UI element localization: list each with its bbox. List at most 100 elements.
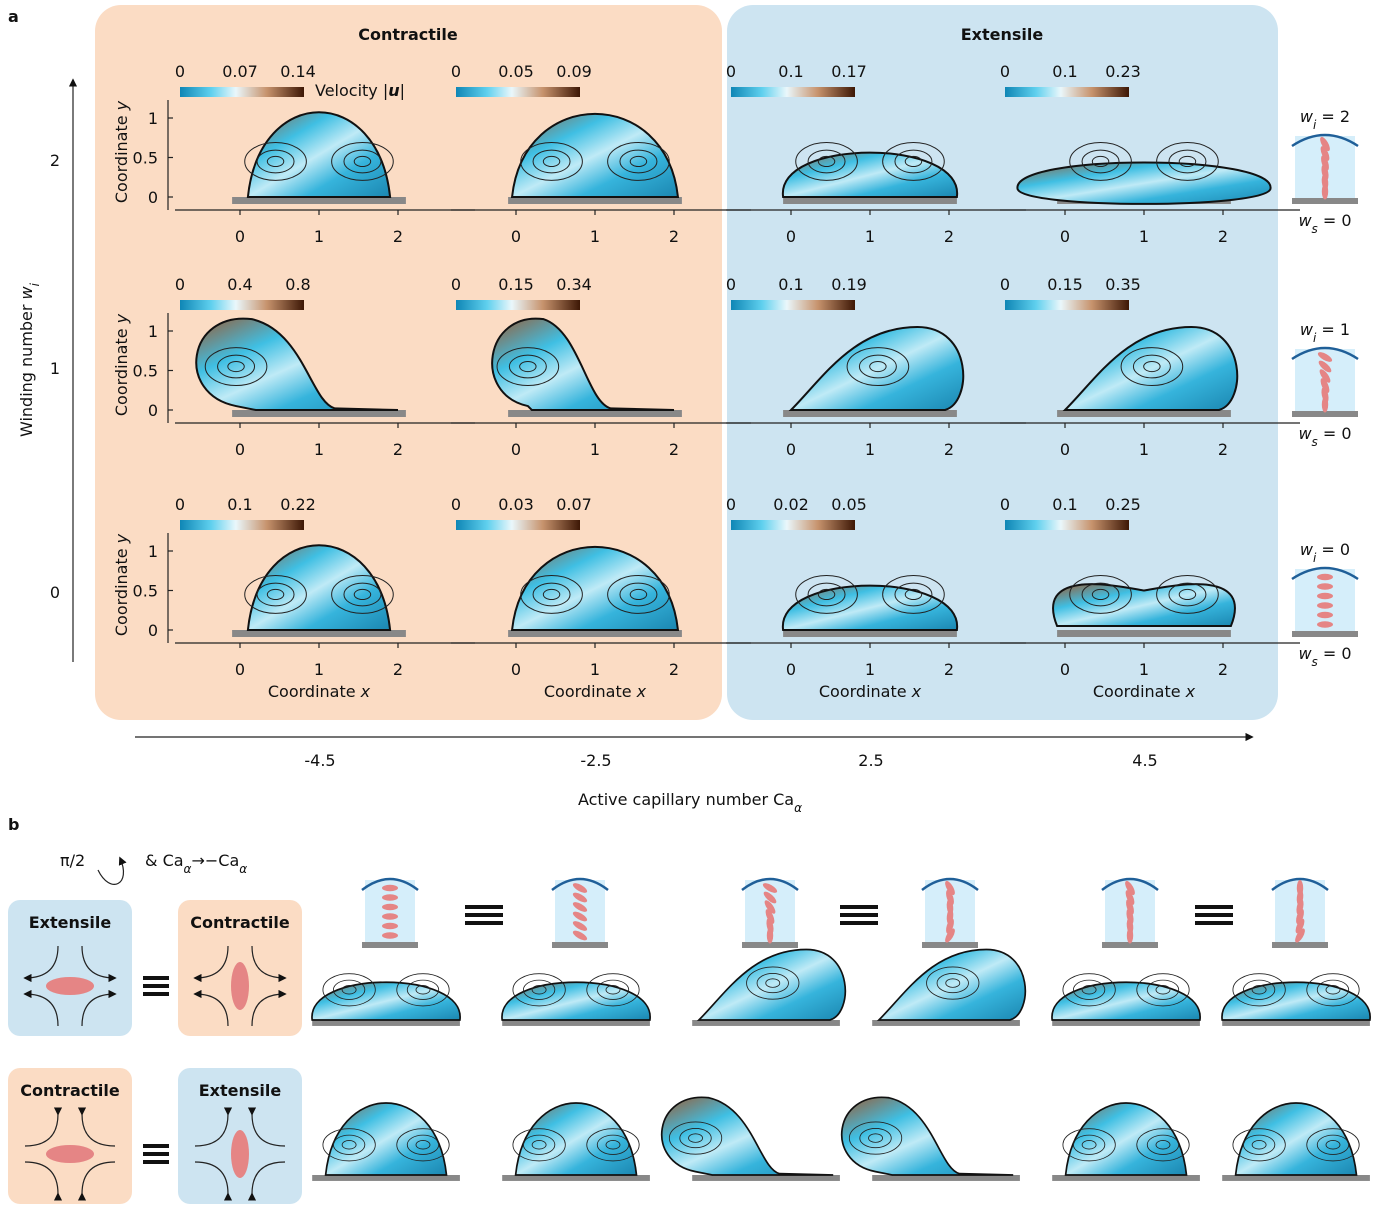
mode-label: Contractile xyxy=(20,1081,120,1100)
drop xyxy=(1052,1103,1200,1181)
colorbar xyxy=(180,520,304,530)
drop-shape xyxy=(1222,982,1370,1020)
rotation-label: π/2 xyxy=(60,851,85,870)
x-tick-label: 2 xyxy=(1218,227,1228,246)
y-axis-title: Coordinate y xyxy=(112,100,131,203)
colorbar xyxy=(180,300,304,310)
drop xyxy=(1222,974,1370,1026)
x-tick-label: 0 xyxy=(786,227,796,246)
director xyxy=(1127,928,1133,944)
x-tick-label: 2 xyxy=(393,227,403,246)
mapping-label-part: →−Ca xyxy=(191,851,239,870)
director xyxy=(382,913,398,919)
substrate xyxy=(508,630,682,637)
colorbar-tick: 0.05 xyxy=(831,495,867,514)
x-label-part: Active capillary number Ca xyxy=(578,790,794,809)
drop-shape xyxy=(1066,1103,1187,1175)
mode-label: Extensile xyxy=(199,1081,282,1100)
x-tick-label: 1 xyxy=(865,227,875,246)
equivalent xyxy=(143,976,169,980)
director xyxy=(1317,593,1333,599)
y-tick-label: 1 xyxy=(148,109,158,128)
x-axis-title-part: Coordinate xyxy=(544,682,637,701)
colorbar-tick: 0 xyxy=(1000,62,1010,81)
y-label: Winding number wi xyxy=(17,282,42,437)
wall xyxy=(1272,942,1328,948)
panel-label: a xyxy=(8,7,19,26)
particle xyxy=(231,962,249,1010)
substrate xyxy=(692,1175,840,1181)
particle xyxy=(231,1130,249,1178)
director xyxy=(382,885,398,891)
x-tick-label: 2 xyxy=(1218,660,1228,679)
side-label-part: = 2 xyxy=(1316,107,1350,126)
x-tick-label: 2 xyxy=(944,660,954,679)
drop xyxy=(502,974,650,1026)
x-axis-title-part: x xyxy=(636,682,647,701)
y-tick-label: 0 xyxy=(148,621,158,640)
colorbar-tick: 0 xyxy=(451,495,461,514)
x-tick-label: 1 xyxy=(865,440,875,459)
y-tick-label: 0.5 xyxy=(133,149,158,168)
particle xyxy=(46,1145,94,1163)
x-tick-label: 1 xyxy=(590,440,600,459)
colorbar xyxy=(731,300,855,310)
director xyxy=(1317,602,1333,608)
substrate xyxy=(232,630,406,637)
substrate xyxy=(232,410,406,417)
drop-shape xyxy=(699,949,845,1020)
substrate xyxy=(1222,1175,1370,1181)
colorbar-title-part: Velocity | xyxy=(315,81,388,100)
header: Contractile xyxy=(358,25,458,44)
colorbar xyxy=(456,520,580,530)
x-tick-label: 1 xyxy=(314,440,324,459)
colorbar-tick: 0 xyxy=(451,62,461,81)
colorbar-tick: 0.35 xyxy=(1105,275,1141,294)
drop xyxy=(692,949,845,1025)
side-label: wi = 1 xyxy=(1300,320,1350,345)
column-label: 4.5 xyxy=(1132,751,1157,770)
substrate xyxy=(1052,1175,1200,1181)
colorbar xyxy=(1005,87,1129,97)
director xyxy=(382,932,398,938)
figure: a Contractile Extensile Winding number wi Ac… xyxy=(0,0,1383,1207)
director xyxy=(382,923,398,929)
equivalent xyxy=(143,984,169,988)
substrate xyxy=(508,410,682,417)
colorbar-tick: 0.07 xyxy=(222,62,258,81)
rotation-arrow xyxy=(98,858,123,884)
x-axis-title: Coordinate x xyxy=(544,682,647,701)
x-axis-title: Coordinate x xyxy=(819,682,922,701)
particle xyxy=(46,977,94,995)
equivalent xyxy=(143,1152,169,1156)
substrate xyxy=(1057,630,1231,637)
x-tick-label: 2 xyxy=(393,440,403,459)
y-tick-label: 1 xyxy=(148,322,158,341)
colorbar xyxy=(1005,300,1129,310)
x-axis-title-part: Coordinate xyxy=(268,682,361,701)
colorbar-tick: 0.1 xyxy=(1052,62,1077,81)
colorbar xyxy=(731,87,855,97)
y-label-part: i xyxy=(28,282,42,286)
x-tick-label: 2 xyxy=(1218,440,1228,459)
header: Extensile xyxy=(961,25,1044,44)
drop xyxy=(312,974,460,1026)
x-tick-label: 1 xyxy=(314,660,324,679)
equivalent xyxy=(840,913,878,917)
substrate xyxy=(232,197,406,204)
y-axis-title-part: y xyxy=(112,100,131,111)
x-label: Active capillary number Caα xyxy=(578,790,802,815)
director xyxy=(1322,184,1328,200)
side-label: ws = 0 xyxy=(1298,644,1351,669)
colorbar-tick: 0.1 xyxy=(778,275,803,294)
side-label-part: = 0 xyxy=(1318,424,1352,443)
x-tick-label: 2 xyxy=(669,227,679,246)
row-label: 1 xyxy=(50,359,60,378)
y-axis-title-part: Coordinate xyxy=(112,543,131,636)
colorbar-tick: 0.03 xyxy=(498,495,534,514)
row-label: 2 xyxy=(50,151,60,170)
mapping-label-part: α xyxy=(239,862,247,876)
x-axis-title: Coordinate x xyxy=(1093,682,1196,701)
drop-shape xyxy=(502,982,650,1020)
wall xyxy=(362,942,418,948)
